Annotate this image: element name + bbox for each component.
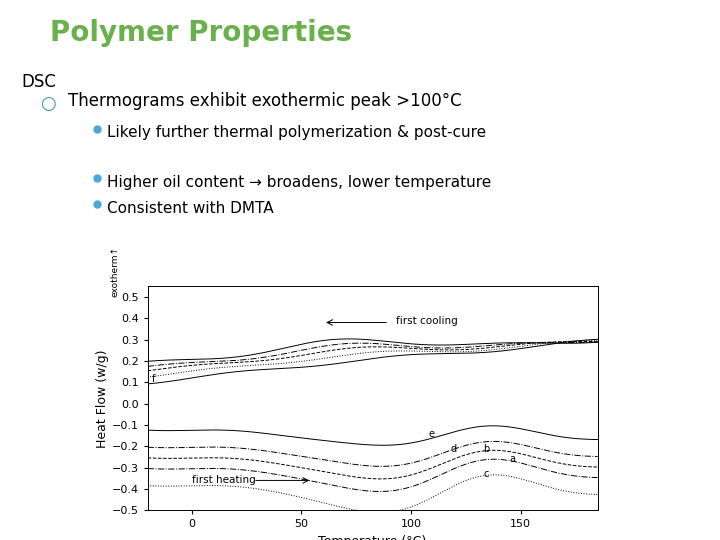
Text: Thermograms exhibit exothermic peak >100°C: Thermograms exhibit exothermic peak >100…	[68, 92, 462, 110]
Text: Consistent with DMTA: Consistent with DMTA	[107, 201, 273, 216]
Text: a: a	[510, 454, 516, 464]
Text: DSC: DSC	[22, 73, 56, 91]
Text: e: e	[428, 429, 435, 439]
Y-axis label: Heat Flow (w/g): Heat Flow (w/g)	[96, 349, 109, 448]
Text: first heating: first heating	[192, 475, 256, 485]
Text: exotherm↑: exotherm↑	[110, 246, 120, 297]
Text: f: f	[152, 375, 156, 384]
X-axis label: Temperature (°C): Temperature (°C)	[318, 535, 427, 540]
Text: d: d	[451, 444, 456, 455]
Text: first cooling: first cooling	[396, 316, 457, 326]
Text: Likely further thermal polymerization & post-cure: Likely further thermal polymerization & …	[107, 125, 486, 140]
Text: Polymer Properties: Polymer Properties	[50, 19, 353, 47]
Text: ○: ○	[40, 94, 55, 112]
Text: b: b	[483, 444, 490, 454]
Text: Higher oil content → broadens, lower temperature: Higher oil content → broadens, lower tem…	[107, 175, 491, 190]
Text: c: c	[483, 469, 489, 479]
